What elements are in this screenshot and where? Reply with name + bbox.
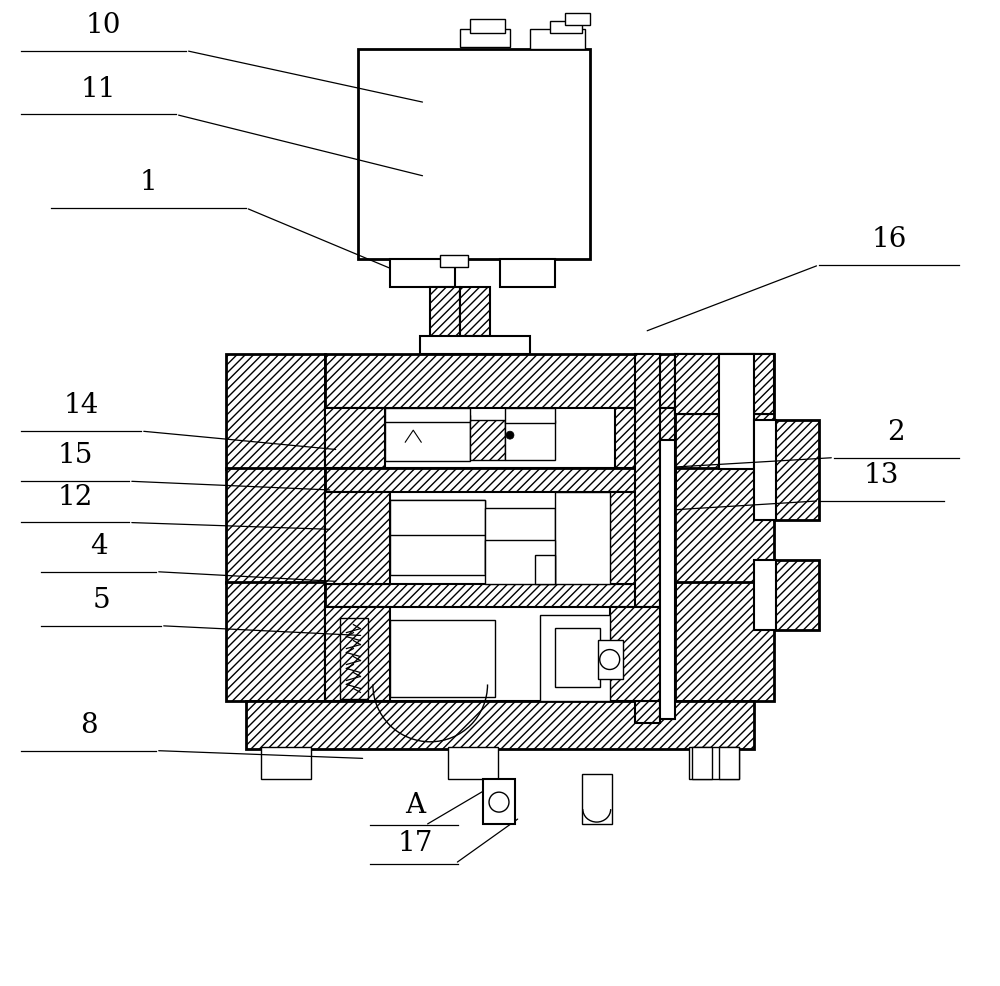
Bar <box>774 420 819 520</box>
Bar <box>754 560 776 630</box>
Bar <box>660 440 675 720</box>
Bar <box>535 555 555 584</box>
Bar <box>550 22 582 34</box>
Bar <box>440 254 468 266</box>
Text: 15: 15 <box>57 443 93 469</box>
Bar <box>325 606 390 701</box>
Text: 17: 17 <box>397 830 433 857</box>
Bar <box>635 354 660 724</box>
Bar <box>325 492 390 584</box>
Bar <box>470 420 505 460</box>
Bar <box>390 619 495 697</box>
Bar <box>325 408 675 468</box>
Bar <box>325 492 675 584</box>
Text: 10: 10 <box>86 12 121 38</box>
Bar <box>385 408 470 422</box>
Bar <box>754 420 776 520</box>
Bar <box>390 500 485 534</box>
Bar <box>485 540 555 584</box>
Bar <box>460 30 510 47</box>
Bar <box>598 640 623 679</box>
Bar <box>390 500 485 575</box>
Bar <box>610 606 675 701</box>
Bar <box>582 774 612 824</box>
Bar <box>325 408 385 468</box>
Bar <box>340 617 368 699</box>
Text: 4: 4 <box>90 532 107 560</box>
Bar <box>246 701 754 749</box>
Bar <box>358 49 590 258</box>
Text: 12: 12 <box>57 484 93 511</box>
Bar <box>675 468 774 583</box>
Bar <box>226 582 325 701</box>
Bar <box>610 492 675 584</box>
Bar <box>675 354 774 469</box>
Bar <box>505 408 555 423</box>
Bar <box>325 468 675 493</box>
Bar <box>505 420 555 460</box>
Bar <box>483 779 515 824</box>
Bar <box>500 258 555 287</box>
Bar <box>448 747 498 779</box>
Bar <box>261 747 311 779</box>
Circle shape <box>506 431 514 439</box>
Bar <box>430 287 460 341</box>
Bar <box>719 354 754 469</box>
Bar <box>675 354 774 414</box>
Bar <box>530 30 585 49</box>
Bar <box>460 287 490 336</box>
Bar <box>675 582 774 701</box>
Text: 14: 14 <box>63 392 99 419</box>
Bar <box>325 606 675 701</box>
Bar <box>689 747 739 779</box>
Bar <box>226 468 325 583</box>
Text: 5: 5 <box>92 587 110 614</box>
Bar <box>226 354 325 469</box>
Text: 8: 8 <box>80 712 97 739</box>
Bar <box>325 354 675 409</box>
Text: 11: 11 <box>81 76 116 103</box>
Bar <box>555 628 600 687</box>
Bar <box>615 408 675 468</box>
Bar <box>774 560 819 630</box>
Bar <box>692 747 712 779</box>
Bar <box>565 14 590 26</box>
Bar <box>675 354 774 414</box>
Text: 13: 13 <box>864 462 899 489</box>
Text: A: A <box>405 793 425 819</box>
Bar <box>719 747 739 779</box>
Bar <box>555 492 610 584</box>
Bar <box>540 614 610 701</box>
Text: 16: 16 <box>871 226 907 253</box>
Bar <box>485 508 555 573</box>
Bar <box>390 258 455 287</box>
Bar <box>325 582 675 606</box>
Bar <box>420 336 530 354</box>
Text: 1: 1 <box>140 169 157 196</box>
Bar <box>470 20 505 34</box>
Text: 2: 2 <box>888 419 905 446</box>
Bar <box>385 415 470 461</box>
